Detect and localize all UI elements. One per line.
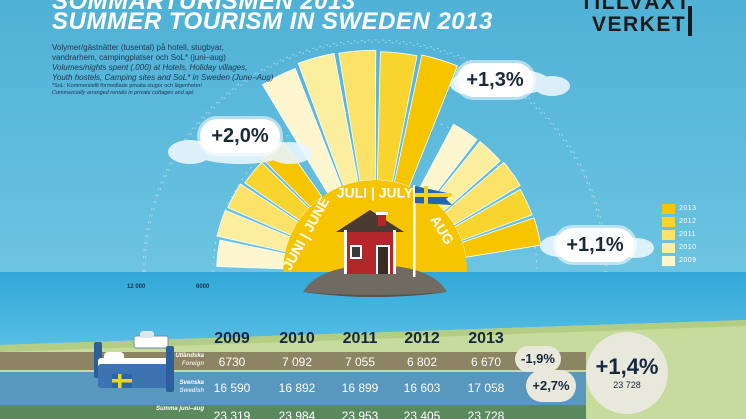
foreign-2012: 6 802: [406, 355, 438, 369]
legend-label-2011: 2011: [679, 231, 697, 238]
legend-label-2009: 2009: [679, 257, 697, 264]
change-foreign-badge: -1,9%: [515, 346, 561, 372]
legend-label-2012: 2012: [679, 218, 697, 225]
change-july-bubble: +1,3%: [457, 63, 533, 97]
foreign-2011: 7 055: [344, 355, 376, 369]
foreign-2010: 7 092: [281, 355, 313, 369]
month-label-jul: JULI | JULY: [337, 185, 414, 201]
sum-2012: 23 405: [403, 409, 441, 419]
tillvaxtverket-logo-mark: [688, 6, 692, 36]
logo-line2: VERKET: [592, 13, 687, 36]
legend-swatch-2010: [662, 243, 675, 253]
legend-swatch-2009: [662, 256, 675, 266]
description-sv: Volymer/gästnätter (tusental) på hotell,…: [52, 43, 226, 62]
footnote: *SoL: Kommersiellt förmedlade privata st…: [52, 83, 203, 96]
year-header-2013: 2013: [468, 330, 504, 347]
change-june-bubble: +2,0%: [200, 119, 280, 153]
legend-swatch-2013: [662, 204, 675, 214]
row-label-sum: Summa juni–aug: [155, 406, 204, 412]
swedish-2010: 16 892: [278, 381, 316, 395]
year-header-2012: 2012: [404, 330, 440, 347]
year-header-2010: 2010: [279, 330, 315, 347]
logo-line1: TILLVÄXT: [580, 0, 691, 14]
legend-label-2010: 2010: [679, 244, 697, 251]
title-en: SUMMER TOURISM IN SWEDEN 2013: [52, 8, 493, 35]
axis-tick-12000: 12 000: [127, 284, 146, 290]
axis-tick-6000: 6000: [196, 284, 210, 290]
island: [303, 265, 447, 297]
legend-label-2013: 2013: [679, 205, 697, 212]
foreign-2009: 6730: [218, 355, 246, 369]
swedish-flag-icon: [413, 185, 452, 277]
swedish-2011: 16 899: [341, 381, 379, 395]
swedish-2012: 16 603: [403, 381, 441, 395]
change-total-sum: 23 728: [613, 380, 641, 390]
change-august-bubble: +1,1%: [556, 228, 634, 262]
row-label-swedish: Svenska Swedish: [179, 380, 204, 394]
swedish-2009: 16 590: [213, 381, 251, 395]
row-label-foreign: Utländska Foreign: [175, 353, 204, 367]
red-house-icon: [336, 210, 404, 274]
legend-swatch-2011: [662, 230, 675, 240]
sum-2009: 23 319: [213, 409, 251, 419]
change-swedish-badge: +2,7%: [526, 370, 576, 402]
foreign-2013: 6 670: [470, 355, 502, 369]
bed-icon-small: [133, 331, 169, 349]
sum-2011: 23 953: [341, 409, 379, 419]
legend-swatch-2012: [662, 217, 675, 227]
change-total-value: +1,4%: [595, 354, 659, 379]
sum-2013: 23 728: [467, 409, 505, 419]
change-total-badge: +1,4% 23 728: [586, 332, 668, 414]
year-header-2011: 2011: [342, 330, 378, 347]
description-en: Volumes/nights spent (.000) at Hotels, H…: [52, 63, 274, 82]
sum-2010: 23 984: [278, 409, 316, 419]
title-sv: SOMMARTURISMEN 2013: [52, 0, 356, 15]
year-header-2009: 2009: [214, 330, 250, 347]
swedish-2013: 17 058: [467, 381, 505, 395]
bed-icon: [94, 342, 174, 392]
sum-band: [0, 405, 586, 419]
